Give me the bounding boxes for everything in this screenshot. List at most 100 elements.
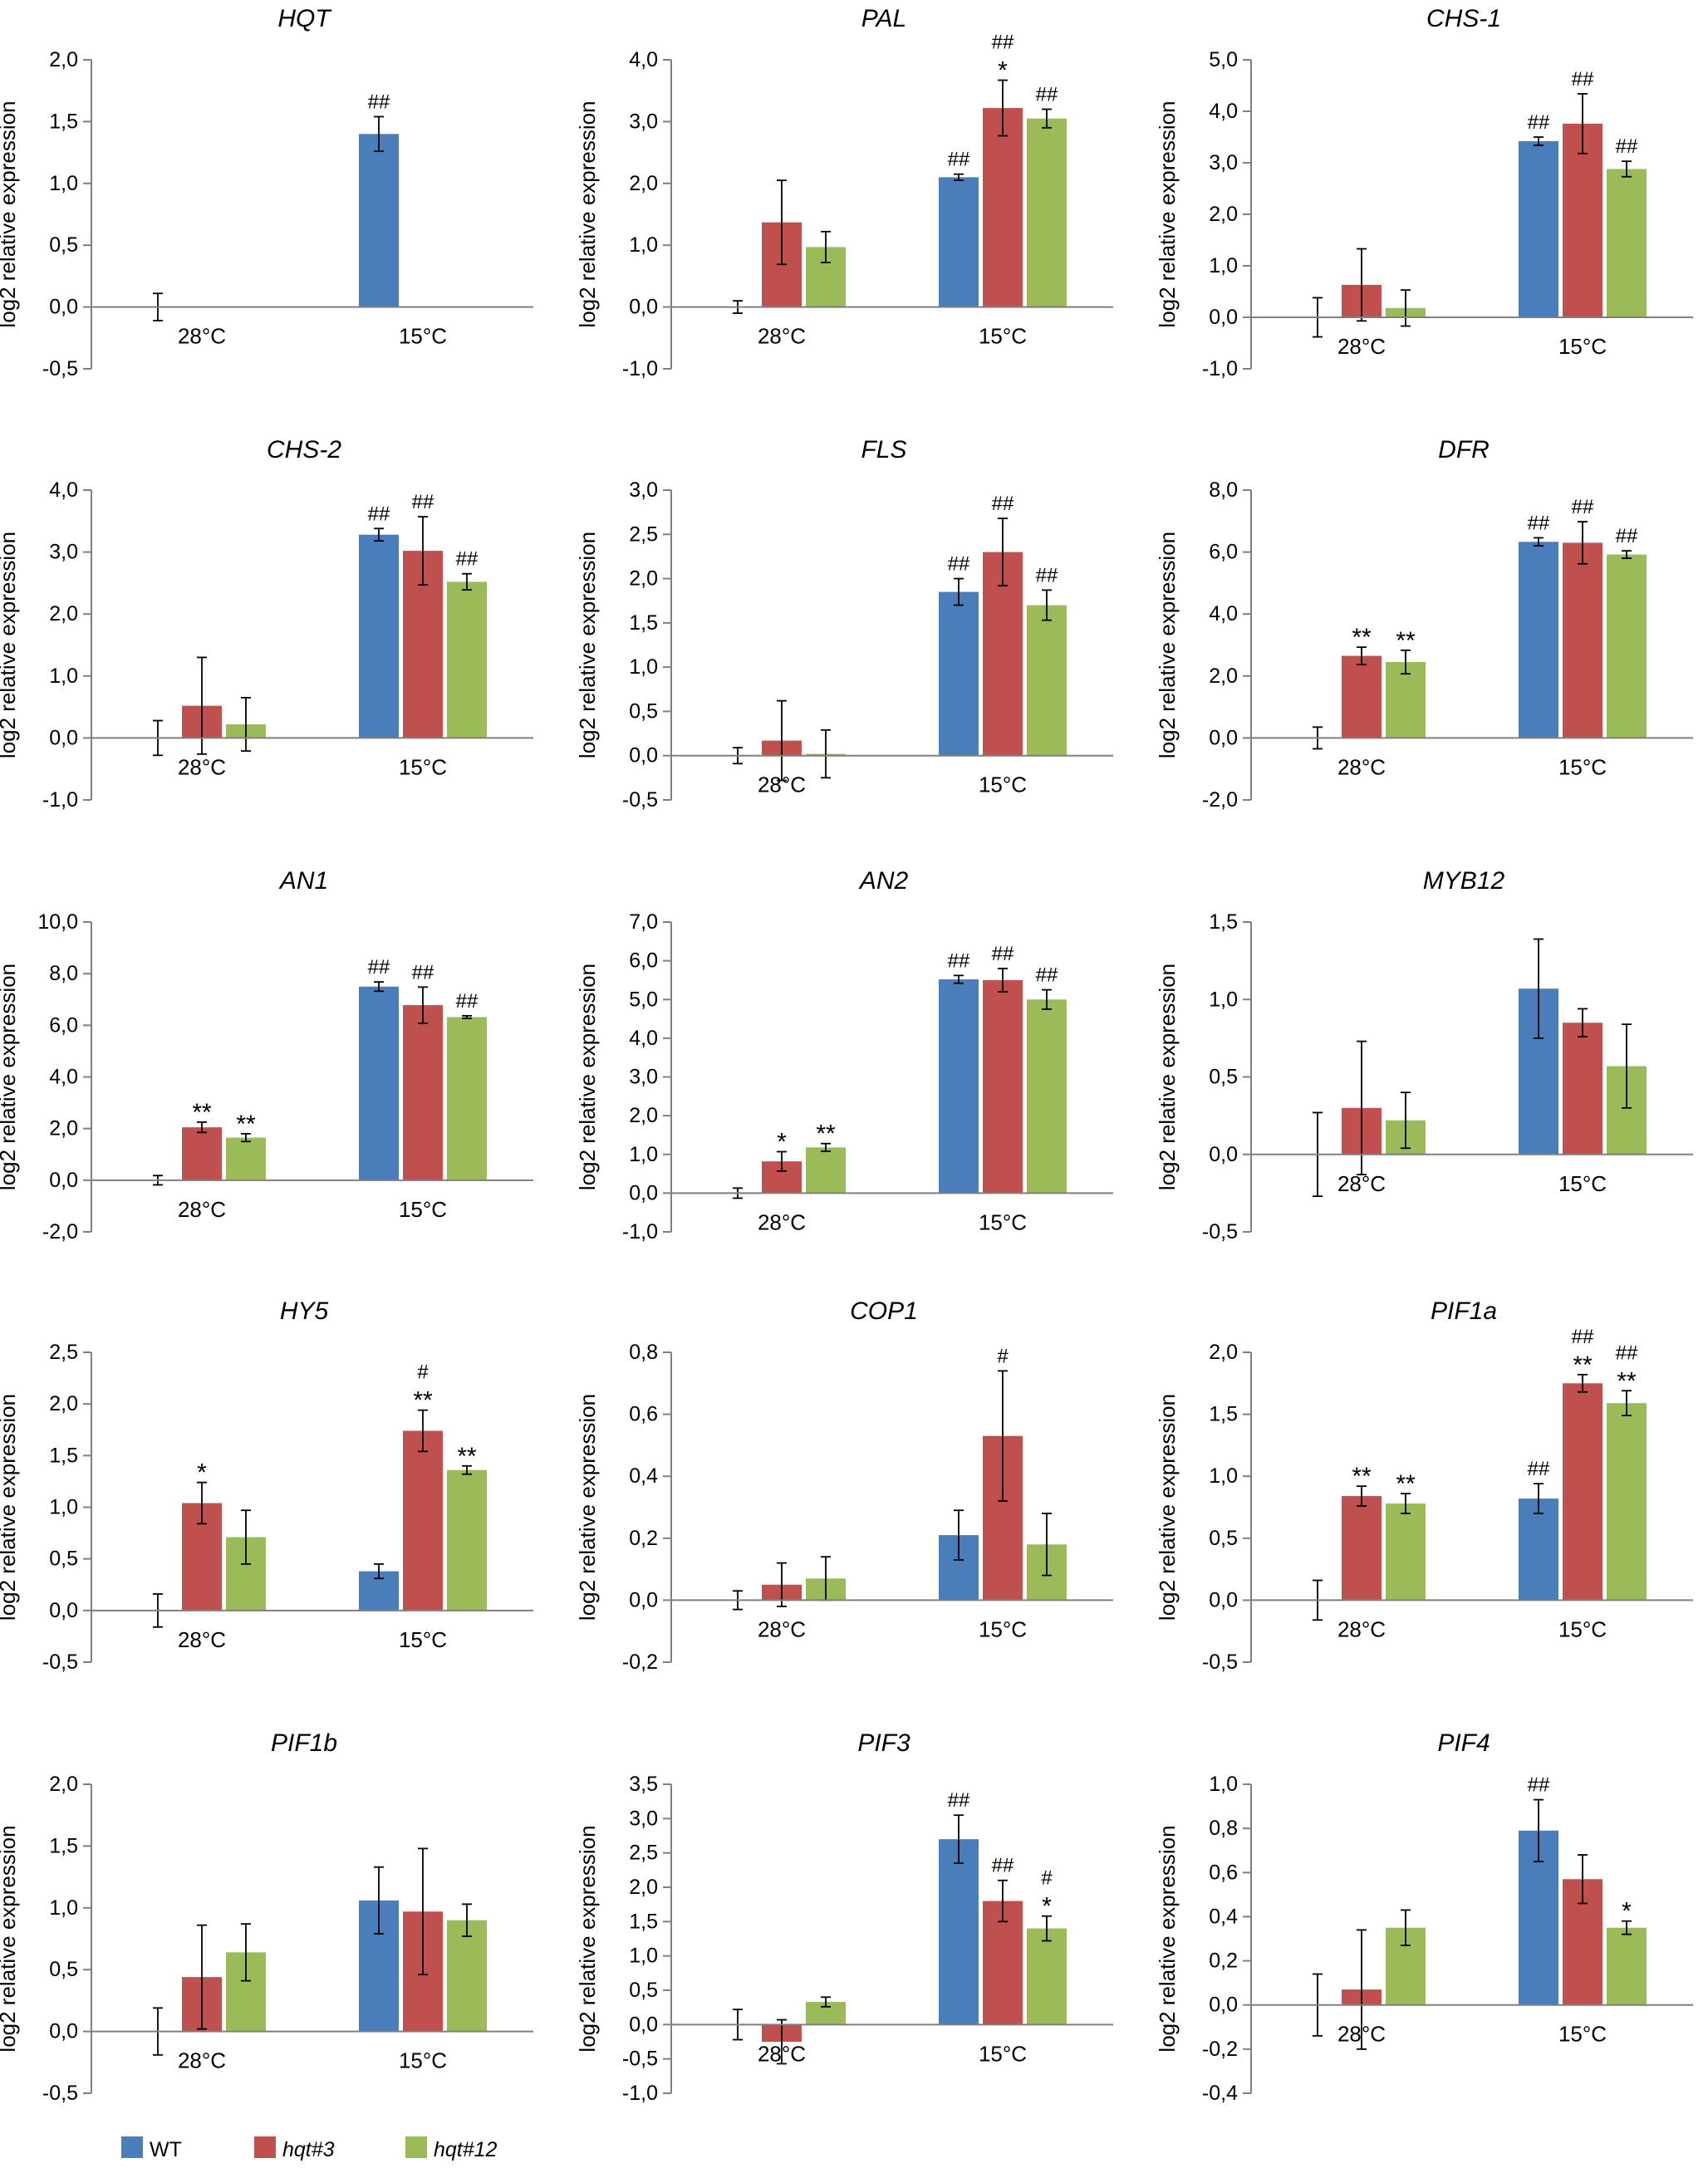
y-tick-label: 6,0 bbox=[49, 1013, 78, 1037]
chart-title: AN1 bbox=[278, 867, 328, 895]
bar-hqt-12-28-c bbox=[1386, 1503, 1426, 1601]
y-tick-label: 0,6 bbox=[629, 1403, 658, 1426]
significance-label: ## bbox=[948, 949, 970, 972]
y-tick-label: 1,5 bbox=[1209, 910, 1238, 934]
y-axis-label: log2 relative expression bbox=[1155, 101, 1180, 327]
y-axis-label: log2 relative expression bbox=[575, 532, 600, 758]
category-label: 28°C bbox=[1337, 1616, 1386, 1641]
legend-label-WT: WT bbox=[150, 2138, 182, 2161]
bar-hqt-12-15-c bbox=[1027, 118, 1067, 307]
y-tick-label: 6,0 bbox=[629, 949, 658, 973]
bar-wt-15-c bbox=[1519, 140, 1558, 317]
bar-hqt-12-15-c bbox=[447, 581, 487, 738]
significance-label: * bbox=[1622, 1898, 1632, 1925]
category-label: 15°C bbox=[399, 1627, 447, 1652]
y-tick-label: 2,0 bbox=[629, 567, 658, 591]
legend-label-hqt3: hqt#3 bbox=[282, 2138, 335, 2161]
y-tick-label: 1,5 bbox=[1209, 1403, 1238, 1426]
y-axis-label: log2 relative expression bbox=[0, 1825, 20, 2052]
significance-label: ## bbox=[992, 493, 1014, 515]
y-tick-label: 0,0 bbox=[1209, 306, 1238, 329]
y-tick-label: 0,5 bbox=[49, 1548, 78, 1571]
y-tick-label: 0,5 bbox=[49, 233, 78, 257]
bar-wt-15-c bbox=[939, 979, 979, 1194]
significance-label: ## bbox=[1572, 1326, 1594, 1348]
bar-hqt-3-15-c bbox=[983, 979, 1023, 1194]
y-tick-label: 0,0 bbox=[1209, 1994, 1238, 2017]
category-label: 28°C bbox=[758, 1616, 806, 1641]
y-tick-label: 2,5 bbox=[629, 1842, 658, 1865]
chart-title: HY5 bbox=[280, 1297, 329, 1325]
y-tick-label: 1,0 bbox=[629, 1143, 658, 1166]
y-tick-label: 0,2 bbox=[1209, 1950, 1238, 1973]
bar-hqt-12-15-c bbox=[1607, 169, 1647, 317]
y-tick-label: 0,4 bbox=[1209, 1905, 1238, 1928]
significance-label: ** bbox=[1617, 1367, 1637, 1395]
y-tick-label: 2,0 bbox=[49, 602, 78, 625]
y-tick-label: 1,0 bbox=[1209, 254, 1238, 277]
bar-hqt-12-15-c bbox=[1607, 1403, 1647, 1601]
bar-hqt-3-15-c bbox=[1563, 1383, 1602, 1601]
significance-label: ## bbox=[1616, 525, 1638, 547]
y-tick-label: 4,0 bbox=[49, 478, 78, 502]
y-tick-label: 3,0 bbox=[629, 1066, 658, 1089]
significance-label: ** bbox=[1573, 1351, 1593, 1379]
chart-title: PIF1b bbox=[271, 1729, 337, 1757]
significance-label: ** bbox=[192, 1099, 212, 1126]
bar-wt-15-c bbox=[939, 177, 979, 307]
y-tick-label: -0,5 bbox=[622, 2048, 658, 2071]
bar-hqt-12-28-c bbox=[806, 1147, 846, 1194]
significance-label: ** bbox=[413, 1387, 433, 1415]
y-axis-label: log2 relative expression bbox=[0, 1394, 20, 1621]
y-tick-label: 4,0 bbox=[1209, 100, 1238, 123]
y-tick-label: 4,0 bbox=[1209, 602, 1238, 625]
category-label: 28°C bbox=[758, 324, 806, 349]
y-tick-label: -0,2 bbox=[1202, 2038, 1238, 2061]
category-label: 28°C bbox=[178, 754, 226, 779]
significance-label: ## bbox=[1572, 496, 1594, 518]
chart-dfr: DFR log2 relative expression -2,0 0,0 2,0 4,0… bbox=[1155, 436, 1693, 812]
chart-pif3: PIF3 log2 relative expression -1,0 -0,5 0,0 0… bbox=[575, 1729, 1113, 2105]
y-axis-label: log2 relative expression bbox=[0, 964, 20, 1190]
significance-label: ## bbox=[992, 32, 1014, 54]
y-axis-label: log2 relative expression bbox=[575, 1394, 600, 1621]
y-tick-label: 0,0 bbox=[49, 726, 78, 749]
significance-label: ## bbox=[1528, 1774, 1550, 1797]
significance-label: # bbox=[417, 1361, 429, 1384]
bar-hqt-12-15-c bbox=[447, 1017, 487, 1180]
significance-label: ## bbox=[412, 491, 434, 513]
y-tick-label: 1,0 bbox=[49, 172, 78, 195]
chart-cop1: COP1 log2 relative expression -0,2 0,0 0,2 0,… bbox=[575, 1297, 1113, 1674]
significance-label: # bbox=[1041, 1867, 1053, 1890]
y-tick-label: 0,0 bbox=[49, 2020, 78, 2043]
y-tick-label: 3,0 bbox=[629, 1807, 658, 1830]
significance-label: ## bbox=[948, 149, 970, 171]
category-label: 15°C bbox=[1558, 2022, 1607, 2047]
y-tick-label: -1,0 bbox=[1202, 357, 1238, 380]
category-label: 15°C bbox=[979, 1616, 1027, 1641]
category-label: 28°C bbox=[1337, 2022, 1386, 2047]
significance-label: ## bbox=[368, 956, 390, 979]
y-tick-label: -1,0 bbox=[622, 2082, 658, 2105]
category-label: 28°C bbox=[178, 324, 226, 349]
y-tick-label: 1,0 bbox=[1209, 988, 1238, 1011]
significance-label: ## bbox=[1528, 512, 1550, 534]
chart-title: PAL bbox=[861, 5, 906, 32]
legend-swatch-hqt12 bbox=[405, 2136, 427, 2158]
y-tick-label: 5,0 bbox=[1209, 48, 1238, 71]
chart-pif1a: PIF1a log2 relative expression -0,5 0,0 0,5 1… bbox=[1155, 1297, 1693, 1674]
legend-label-hqt12: hqt#12 bbox=[434, 2138, 498, 2161]
bar-hqt-3-15-c bbox=[1563, 542, 1602, 738]
y-tick-label: 0,6 bbox=[1209, 1861, 1238, 1884]
chart-fls: FLS log2 relative expression -0,5 0,0 0,5 1,0… bbox=[575, 436, 1113, 812]
category-label: 15°C bbox=[1558, 1616, 1607, 1641]
significance-label: ## bbox=[1036, 964, 1058, 987]
category-label: 28°C bbox=[178, 1197, 226, 1222]
y-tick-label: 0,0 bbox=[1209, 1143, 1238, 1166]
significance-label: * bbox=[1042, 1893, 1052, 1920]
significance-label: ** bbox=[1396, 627, 1416, 655]
category-label: 15°C bbox=[399, 324, 447, 349]
y-tick-label: 10,0 bbox=[37, 910, 78, 934]
y-tick-label: 3,0 bbox=[629, 478, 658, 502]
y-tick-label: -0,4 bbox=[1202, 2082, 1238, 2105]
